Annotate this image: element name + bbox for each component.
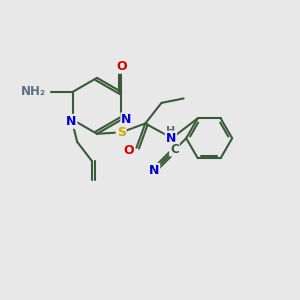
Text: N: N <box>166 132 176 145</box>
Text: N: N <box>121 113 132 126</box>
Text: C: C <box>170 142 179 156</box>
Text: S: S <box>117 126 126 139</box>
Text: O: O <box>116 60 127 73</box>
Text: N: N <box>66 115 76 128</box>
Text: N: N <box>149 164 159 177</box>
Text: O: O <box>123 144 134 157</box>
Text: H: H <box>166 126 176 136</box>
Text: NH₂: NH₂ <box>21 85 46 98</box>
